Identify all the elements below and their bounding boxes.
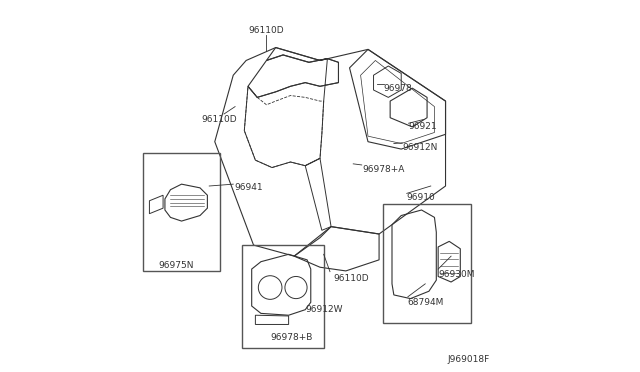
- Text: 96978: 96978: [383, 84, 412, 93]
- Bar: [143, 153, 220, 271]
- Text: 96110D: 96110D: [202, 115, 237, 124]
- Text: 96910: 96910: [407, 193, 435, 202]
- Text: 96978+A: 96978+A: [362, 165, 405, 174]
- Bar: [243, 245, 324, 349]
- Text: 96978+B: 96978+B: [270, 333, 312, 342]
- Text: 96921: 96921: [408, 122, 437, 131]
- Text: 68794M: 68794M: [408, 298, 444, 307]
- Text: 96912W: 96912W: [305, 305, 343, 314]
- Text: 96912N: 96912N: [403, 143, 438, 152]
- Bar: [383, 205, 472, 323]
- Text: J969018F: J969018F: [447, 355, 490, 364]
- Text: 96110D: 96110D: [249, 26, 284, 35]
- Text: 96941: 96941: [234, 183, 263, 192]
- Text: 96975N: 96975N: [158, 261, 194, 270]
- Text: 96930M: 96930M: [438, 270, 475, 279]
- Text: 96110D: 96110D: [333, 274, 369, 283]
